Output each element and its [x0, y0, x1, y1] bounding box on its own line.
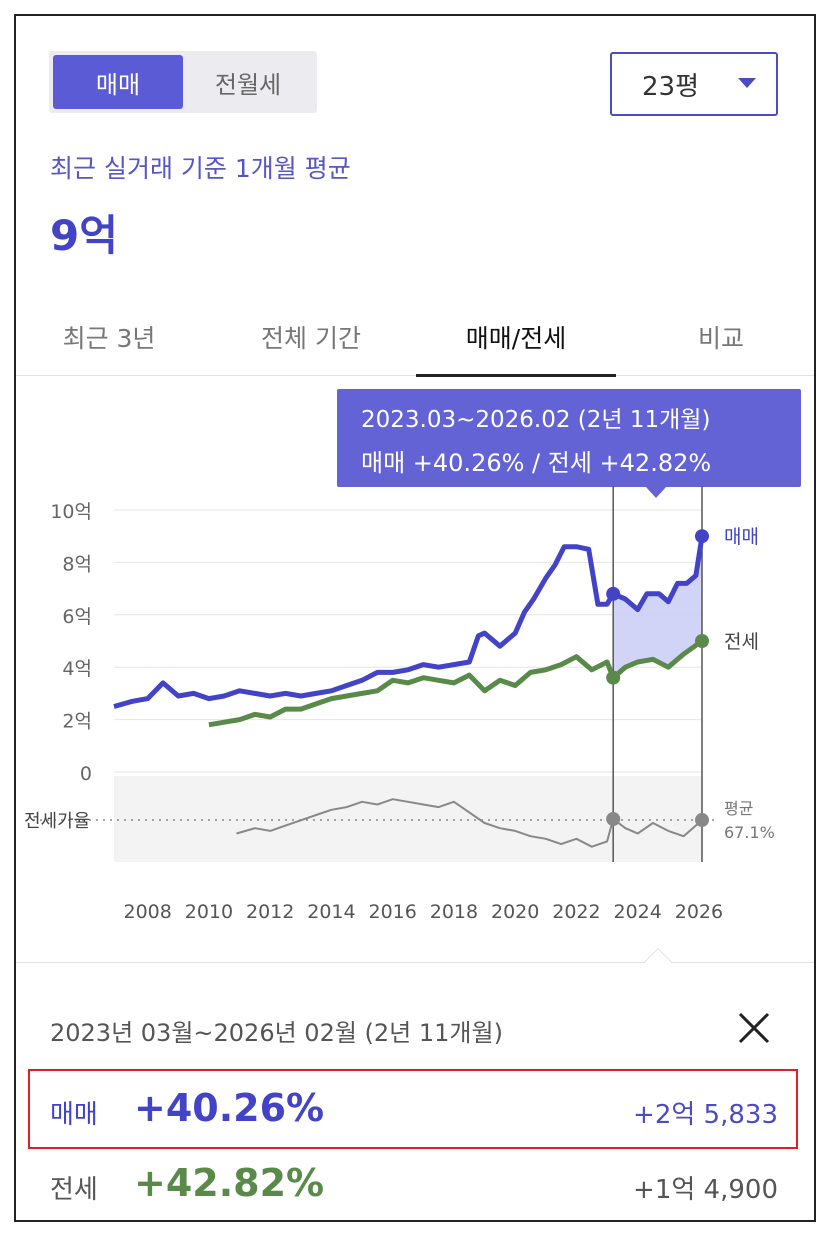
sale-label: 매매 — [50, 1100, 98, 1130]
y-tick-label: 0 — [80, 763, 92, 785]
ratio-average-label: 평균 — [724, 799, 753, 818]
price-chart-panel: 매매 전월세 23평 최근 실거래 기준 1개월 평균 9억 최근 3년 전체 … — [14, 14, 816, 1222]
rent-end-label: 전세 — [724, 631, 759, 653]
ratio-label: 전세가율 — [24, 811, 90, 832]
tab-compare[interactable]: 비교 — [697, 324, 744, 353]
sale-end-marker — [695, 529, 709, 544]
tooltip-arrow — [645, 486, 667, 498]
x-tick-label: 2012 — [246, 901, 294, 923]
rent-start-marker — [606, 670, 621, 685]
y-tick-label: 8억 — [62, 553, 92, 575]
area-size-value: 23평 — [642, 71, 700, 102]
x-tick-label: 2024 — [614, 901, 662, 923]
x-tick-label: 2008 — [124, 901, 172, 923]
sale-series-line — [113, 535, 705, 709]
ratio-panel-bg — [114, 776, 702, 862]
x-tick-label: 2018 — [430, 901, 478, 923]
section-divider — [16, 962, 814, 963]
tooltip-values: 매매 +40.26% / 전세 +42.82% — [361, 449, 712, 477]
x-tick-label: 2022 — [552, 901, 600, 923]
y-tick-label: 10억 — [50, 501, 92, 523]
x-tick-label: 2020 — [491, 901, 539, 923]
average-price-label: 최근 실거래 기준 1개월 평균 — [50, 154, 351, 183]
trade-type-toggle: 매매 전월세 — [49, 51, 317, 113]
y-tick-label: 4억 — [62, 658, 92, 680]
y-tick-label: 2억 — [62, 711, 92, 733]
ratio-series-line — [236, 798, 703, 848]
period-tabs: 최근 3년 전체 기간 매매/전세 비교 — [16, 298, 814, 377]
rent-label: 전세 — [50, 1175, 98, 1205]
tab-sale-rent[interactable]: 매매/전세 — [416, 298, 616, 377]
ratio-end-marker — [695, 813, 709, 828]
close-icon[interactable] — [734, 1008, 774, 1048]
range-tooltip: 2023.03~2026.02 (2년 11개월) 매매 +40.26% / 전… — [337, 389, 801, 487]
average-price-value: 9억 — [50, 211, 118, 260]
x-tick-label: 2026 — [675, 901, 723, 923]
highlight-band — [613, 536, 702, 678]
section-notch — [643, 947, 673, 977]
caret-down-icon — [738, 78, 756, 88]
ratio-start-marker — [606, 812, 621, 826]
rent-change-percent: +42.82% — [134, 1161, 325, 1205]
toggle-sale-button[interactable]: 매매 — [53, 55, 183, 109]
rent-change-row: 전세 +42.82% +1억 4,900 — [16, 1151, 814, 1220]
ratio-average-value: 67.1% — [724, 823, 775, 842]
sale-change-percent: +40.26% — [134, 1086, 325, 1130]
rent-change-amount: +1억 4,900 — [633, 1175, 778, 1205]
toggle-rent-button[interactable]: 전월세 — [214, 70, 282, 99]
sale-end-label: 매매 — [724, 526, 759, 548]
rent-end-marker — [695, 634, 709, 648]
area-size-dropdown[interactable]: 23평 — [610, 52, 778, 116]
x-tick-label: 2014 — [307, 901, 355, 923]
rent-series-line — [208, 638, 704, 728]
x-tick-label: 2016 — [369, 901, 417, 923]
tooltip-range: 2023.03~2026.02 (2년 11개월) — [361, 407, 711, 433]
tab-full-period[interactable]: 전체 기간 — [261, 324, 361, 353]
selected-period: 2023년 03월~2026년 02월 (2년 11개월) — [50, 1019, 503, 1047]
highlight-box — [28, 1069, 798, 1149]
sale-start-marker — [606, 586, 621, 601]
sale-change-amount: +2억 5,833 — [633, 1100, 778, 1130]
tab-recent-3y[interactable]: 최근 3년 — [62, 324, 156, 353]
x-tick-label: 2010 — [185, 901, 233, 923]
sale-change-row: 매매 +40.26% +2억 5,833 — [16, 1076, 814, 1146]
y-tick-label: 6억 — [62, 606, 92, 628]
